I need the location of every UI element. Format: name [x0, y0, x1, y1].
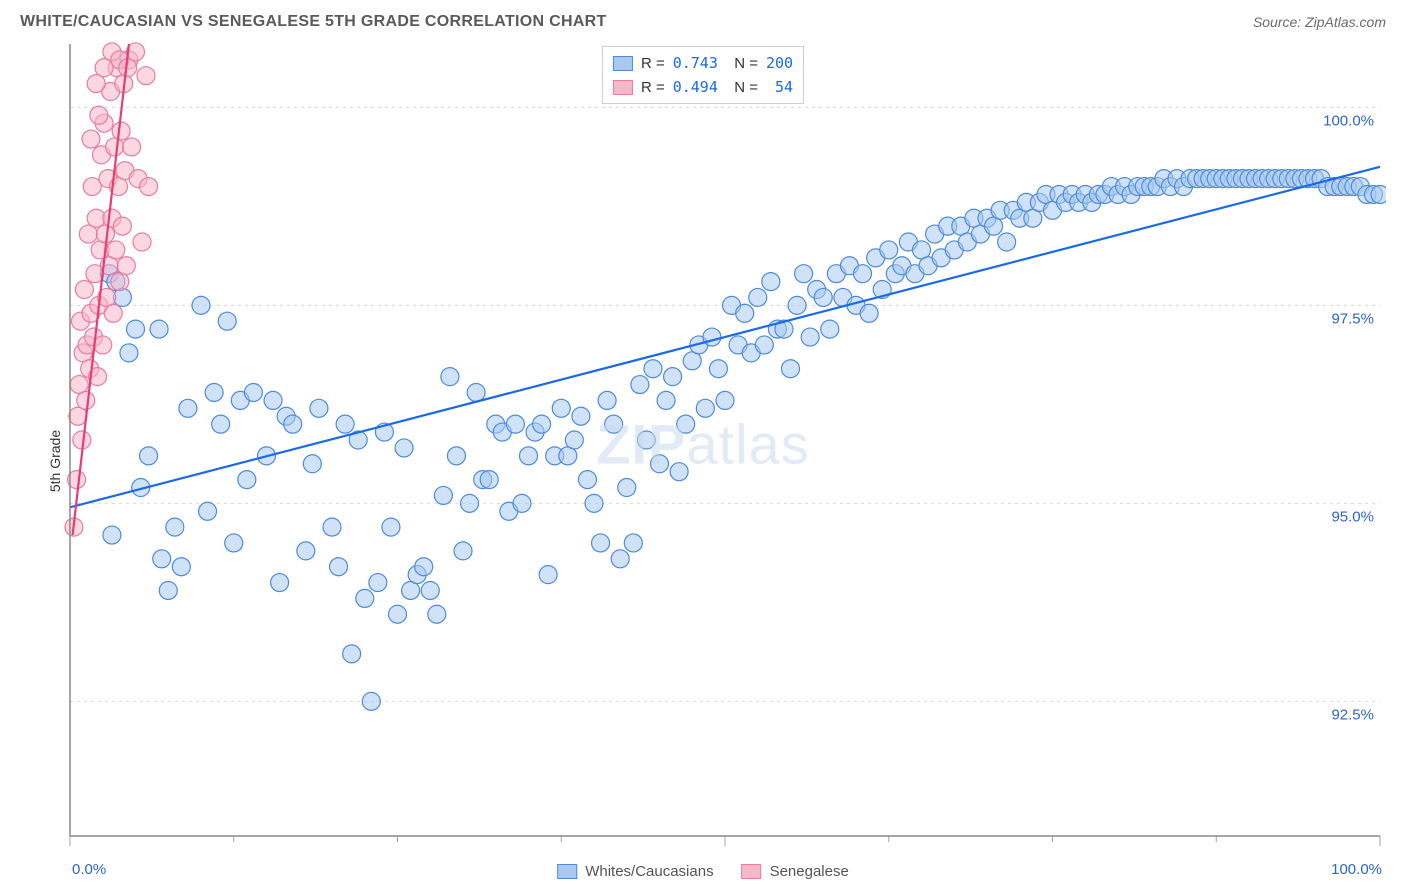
legend-swatch [613, 80, 633, 95]
legend-row: R = 0.743 N = 200 [613, 51, 793, 75]
legend-swatch [613, 56, 633, 71]
legend-label: Whites/Caucasians [585, 863, 713, 880]
legend-swatch [557, 864, 577, 879]
legend-item: Senegalese [742, 863, 849, 880]
legend-item: Whites/Caucasians [557, 863, 713, 880]
legend-label: Senegalese [770, 863, 849, 880]
svg-text:95.0%: 95.0% [1331, 508, 1374, 525]
x-axis-max-label: 100.0% [1331, 861, 1382, 878]
legend-swatch [742, 864, 762, 879]
svg-text:92.5%: 92.5% [1331, 706, 1374, 723]
series-legend: Whites/Caucasians Senegalese [557, 863, 849, 880]
svg-text:100.0%: 100.0% [1323, 112, 1374, 129]
x-axis-min-label: 0.0% [72, 861, 106, 878]
source-attribution: Source: ZipAtlas.com [1253, 14, 1386, 30]
scatter-plot-svg: 92.5% 95.0% 97.5% 100.0% [20, 40, 1386, 882]
chart-container: 5th Grade 92.5%95.0%97.5%100.0% ZIPatlas… [20, 40, 1386, 882]
y-axis-label: 5th Grade [47, 430, 63, 492]
correlation-legend: R = 0.743 N = 200R = 0.494 N = 54 [602, 46, 804, 104]
svg-text:97.5%: 97.5% [1331, 310, 1374, 327]
chart-title: WHITE/CAUCASIAN VS SENEGALESE 5TH GRADE … [20, 13, 607, 31]
legend-row: R = 0.494 N = 54 [613, 75, 793, 99]
